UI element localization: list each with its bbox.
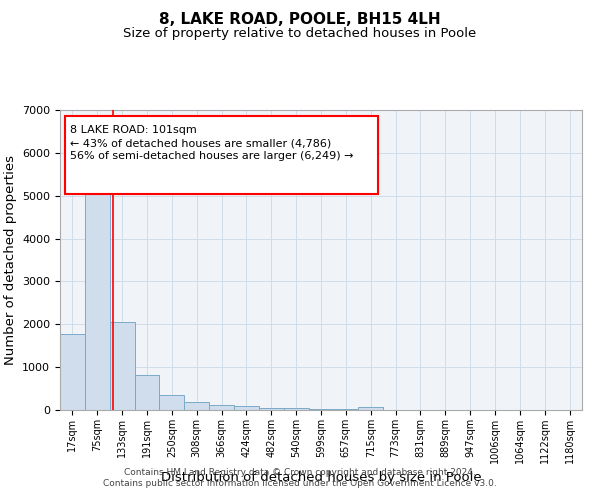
Y-axis label: Number of detached properties: Number of detached properties — [4, 155, 17, 365]
Bar — [60, 334, 85, 410]
X-axis label: Distribution of detached houses by size in Poole: Distribution of detached houses by size … — [161, 472, 481, 484]
Bar — [259, 408, 284, 410]
Bar — [308, 408, 334, 410]
Text: Size of property relative to detached houses in Poole: Size of property relative to detached ho… — [124, 28, 476, 40]
Bar — [85, 164, 110, 410]
Text: Contains HM Land Registry data © Crown copyright and database right 2024.
Contai: Contains HM Land Registry data © Crown c… — [103, 468, 497, 487]
Bar — [134, 375, 160, 410]
Text: 8, LAKE ROAD, POOLE, BH15 4LH: 8, LAKE ROAD, POOLE, BH15 4LH — [159, 12, 441, 28]
Bar — [110, 322, 134, 410]
Bar — [184, 402, 209, 410]
FancyBboxPatch shape — [65, 116, 379, 194]
Text: 8 LAKE ROAD: 101sqm
← 43% of detached houses are smaller (4,786)
56% of semi-det: 8 LAKE ROAD: 101sqm ← 43% of detached ho… — [70, 125, 354, 162]
Bar — [284, 408, 308, 410]
Bar — [234, 406, 259, 410]
Bar — [209, 405, 234, 410]
Bar — [358, 406, 383, 410]
Bar — [334, 408, 358, 410]
Bar — [160, 396, 184, 410]
